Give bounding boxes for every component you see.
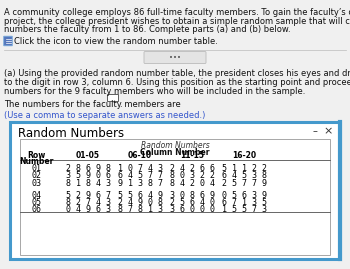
Text: The numbers for the faculty members are: The numbers for the faculty members are: [4, 100, 181, 109]
Text: 8 0 3 2 2: 8 0 3 2 2: [169, 172, 215, 180]
Text: Column Number: Column Number: [140, 148, 210, 157]
Text: Number: Number: [19, 157, 53, 166]
Text: 5 5 6 4 9: 5 5 6 4 9: [118, 190, 162, 200]
Text: 6 4 5 7 7: 6 4 5 7 7: [118, 172, 162, 180]
Text: to the digit in row 3, column 6. Using this position as the starting point and p: to the digit in row 3, column 6. Using t…: [4, 78, 350, 87]
Text: 5 2 9 6 7: 5 2 9 6 7: [65, 190, 111, 200]
Text: numbers the faculty from 1 to 86. Complete parts (a) and (b) below.: numbers the faculty from 1 to 86. Comple…: [4, 25, 290, 34]
Text: 9 1 3 8 7: 9 1 3 8 7: [118, 179, 162, 188]
Text: 2 4 9 0 8: 2 4 9 0 8: [118, 198, 162, 207]
Text: 02: 02: [31, 172, 41, 180]
Text: 06: 06: [31, 206, 41, 214]
Text: 0 4 9 6 3: 0 4 9 6 3: [65, 206, 111, 214]
Text: 11-15: 11-15: [180, 151, 204, 160]
Text: .: .: [119, 100, 122, 109]
Text: 01: 01: [31, 164, 41, 173]
Text: project, the college president wishes to obtain a simple random sample that will: project, the college president wishes to…: [4, 16, 350, 26]
Bar: [20, 139, 330, 255]
Text: 6 4 5 3 8: 6 4 5 3 8: [222, 172, 266, 180]
Text: –: –: [313, 126, 317, 136]
Text: 8 1 8 4 3: 8 1 8 4 3: [65, 179, 111, 188]
Text: Click the icon to view the random number table.: Click the icon to view the random number…: [14, 37, 218, 45]
Text: Random Numbers: Random Numbers: [141, 141, 209, 150]
Text: 8 7 8 1 3: 8 7 8 1 3: [118, 206, 162, 214]
Text: 2 8 6 9 8: 2 8 6 9 8: [65, 164, 111, 173]
Text: 05: 05: [31, 198, 41, 207]
Text: Random Numbers: Random Numbers: [18, 127, 124, 140]
Text: Row: Row: [27, 151, 45, 160]
Text: 04: 04: [31, 190, 41, 200]
Text: 3 6 0 0 0: 3 6 0 0 0: [169, 206, 215, 214]
Text: A community college employs 86 full-time faculty members. To gain the faculty’s : A community college employs 86 full-time…: [4, 8, 350, 17]
Text: 01-05: 01-05: [76, 151, 100, 160]
Text: 8 4 2 0 4: 8 4 2 0 4: [169, 179, 215, 188]
Text: 5 1 1 2 2: 5 1 1 2 2: [222, 164, 266, 173]
FancyBboxPatch shape: [10, 122, 340, 259]
Text: •••: •••: [169, 55, 181, 61]
Bar: [107, 94, 118, 101]
Text: 1 0 7 4 3: 1 0 7 4 3: [118, 164, 162, 173]
Text: 2 5 6 4 0: 2 5 6 4 0: [169, 198, 215, 207]
Text: 1 5 5 7 3: 1 5 5 7 3: [222, 206, 266, 214]
Text: 0 5 6 3 9: 0 5 6 3 9: [222, 190, 266, 200]
Text: 6 7 1 3 5: 6 7 1 3 5: [222, 198, 266, 207]
Text: 16-20: 16-20: [232, 151, 256, 160]
Text: 3 0 8 6 9: 3 0 8 6 9: [169, 190, 215, 200]
Text: 2 5 7 7 9: 2 5 7 7 9: [222, 179, 266, 188]
Text: 3 5 9 0 6: 3 5 9 0 6: [65, 172, 111, 180]
Text: numbers for the 9 faculty members who will be included in the sample.: numbers for the 9 faculty members who wi…: [4, 87, 305, 95]
Text: 03: 03: [31, 179, 41, 188]
FancyBboxPatch shape: [144, 51, 206, 63]
Text: 06-10: 06-10: [128, 151, 152, 160]
Text: (a) Using the provided random number table, the president closes his eyes and dr: (a) Using the provided random number tab…: [4, 69, 350, 79]
Text: (Use a comma to separate answers as needed.): (Use a comma to separate answers as need…: [4, 111, 205, 119]
Text: 8 2 7 4 3: 8 2 7 4 3: [65, 198, 111, 207]
Text: 2 4 2 6 6: 2 4 2 6 6: [169, 164, 215, 173]
Text: ×: ×: [323, 126, 333, 136]
FancyBboxPatch shape: [4, 36, 12, 46]
